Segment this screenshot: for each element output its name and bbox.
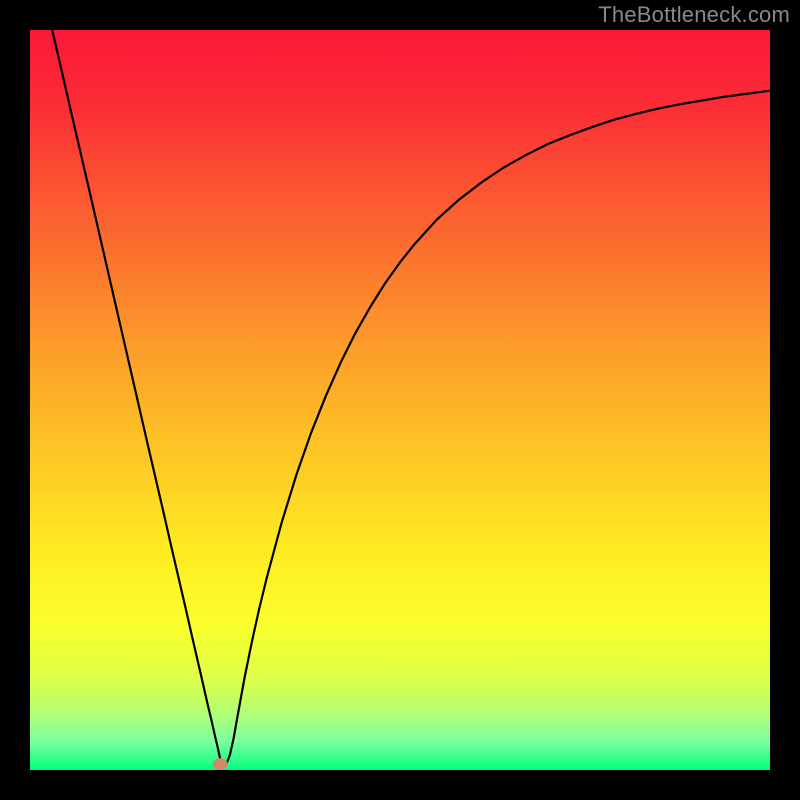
- chart-frame: TheBottleneck.com: [0, 0, 800, 800]
- gradient-background: [30, 30, 770, 770]
- watermark-text: TheBottleneck.com: [598, 2, 790, 28]
- chart-svg: [30, 30, 770, 770]
- optimal-point-marker: [213, 758, 228, 770]
- plot-area: [30, 30, 770, 770]
